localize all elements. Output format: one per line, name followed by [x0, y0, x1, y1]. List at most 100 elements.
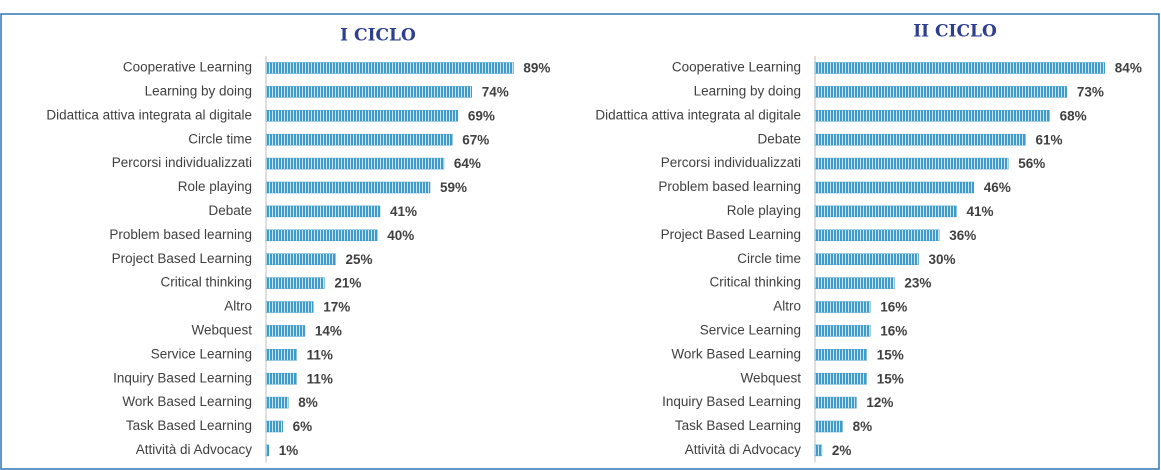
category-label: Didattica attiva integrata al digitale [46, 107, 252, 122]
value-label: 14% [315, 323, 342, 338]
category-label: Debate [757, 131, 801, 146]
bar [814, 133, 1026, 146]
value-label: 8% [853, 419, 873, 434]
bar [265, 444, 270, 457]
value-label: 1% [279, 443, 299, 458]
category-label: Project Based Learning [112, 251, 252, 266]
value-label: 25% [346, 252, 373, 267]
value-label: 30% [929, 252, 956, 267]
value-label: 11% [307, 371, 333, 386]
bar [265, 62, 514, 74]
bar [265, 110, 459, 122]
bar [814, 420, 843, 433]
category-label: Critical thinking [160, 275, 252, 290]
category-label: Attività di Advocacy [136, 442, 253, 457]
value-label: 41% [966, 204, 993, 219]
value-label: 59% [440, 180, 467, 195]
bar [265, 229, 378, 242]
bar [265, 86, 472, 98]
bar [265, 325, 306, 337]
bar [265, 133, 453, 146]
category-label: Altro [224, 299, 252, 314]
category-label: Cooperative Learning [123, 60, 252, 75]
category-label: Webquest [191, 322, 252, 337]
category-label: Role playing [727, 203, 801, 218]
value-label: 11% [307, 347, 333, 362]
category-label: Task Based Learning [675, 418, 801, 433]
bar [814, 181, 974, 194]
value-label: 23% [904, 276, 931, 291]
chart-title: I CICLO [340, 26, 416, 46]
bar [265, 301, 314, 313]
bar [814, 396, 857, 409]
value-label: 40% [387, 228, 414, 243]
value-label: 61% [1035, 132, 1062, 147]
category-label: Inquiry Based Learning [113, 370, 252, 385]
bar [814, 253, 919, 265]
category-label: Attività di Advocacy [685, 442, 802, 457]
frame [0, 13, 1160, 470]
bar [814, 110, 1050, 122]
value-label: 67% [462, 132, 489, 147]
value-label: 69% [468, 108, 495, 123]
bar [814, 205, 957, 218]
value-label: 89% [523, 61, 550, 76]
category-label: Problem based learning [658, 179, 801, 194]
bar [265, 372, 297, 385]
value-label: 36% [949, 228, 976, 243]
value-label: 6% [293, 419, 313, 434]
category-label: Role playing [178, 179, 252, 194]
bar [265, 253, 336, 265]
bar [265, 277, 325, 289]
value-label: 2% [832, 443, 852, 458]
value-label: 15% [877, 347, 904, 362]
category-label: Service Learning [700, 322, 801, 337]
value-label: 12% [866, 395, 893, 410]
value-label: 46% [984, 180, 1011, 195]
bar [814, 62, 1106, 74]
category-label: Problem based learning [109, 227, 252, 242]
value-label: 8% [298, 395, 318, 410]
bar [265, 205, 381, 218]
category-label: Debate [208, 203, 252, 218]
category-label: Project Based Learning [661, 227, 801, 242]
category-label: Critical thinking [709, 275, 801, 290]
bar [814, 229, 940, 242]
bar [814, 86, 1068, 98]
value-label: 68% [1060, 108, 1087, 123]
value-label: 21% [334, 276, 361, 291]
value-label: 74% [482, 84, 509, 99]
category-label: Work Based Learning [671, 346, 801, 361]
value-label: 17% [323, 300, 350, 315]
value-label: 56% [1018, 156, 1045, 171]
category-label: Percorsi individualizzati [661, 155, 801, 170]
value-label: 84% [1115, 61, 1142, 76]
bar [814, 157, 1009, 170]
category-label: Learning by doing [145, 83, 252, 98]
category-label: Learning by doing [694, 83, 801, 98]
category-label: Work Based Learning [122, 394, 252, 409]
category-label: Circle time [737, 251, 801, 266]
bar [265, 420, 283, 433]
category-label: Altro [773, 299, 801, 314]
category-label: Percorsi individualizzati [112, 155, 252, 170]
bar [814, 444, 823, 457]
category-label: Cooperative Learning [672, 60, 801, 75]
bar [265, 349, 297, 361]
value-label: 64% [454, 156, 481, 171]
value-label: 15% [877, 371, 904, 386]
bar [814, 301, 871, 313]
bar [814, 349, 867, 361]
bar [265, 396, 289, 409]
value-label: 16% [880, 300, 907, 315]
bar [265, 181, 431, 194]
category-label: Service Learning [151, 346, 252, 361]
value-label: 41% [390, 204, 417, 219]
category-label: Task Based Learning [126, 418, 252, 433]
value-label: 73% [1077, 84, 1104, 99]
chart-title: II CICLO [913, 22, 997, 42]
bar [265, 157, 445, 170]
bar [814, 277, 895, 289]
category-label: Didattica attiva integrata al digitale [595, 107, 801, 122]
